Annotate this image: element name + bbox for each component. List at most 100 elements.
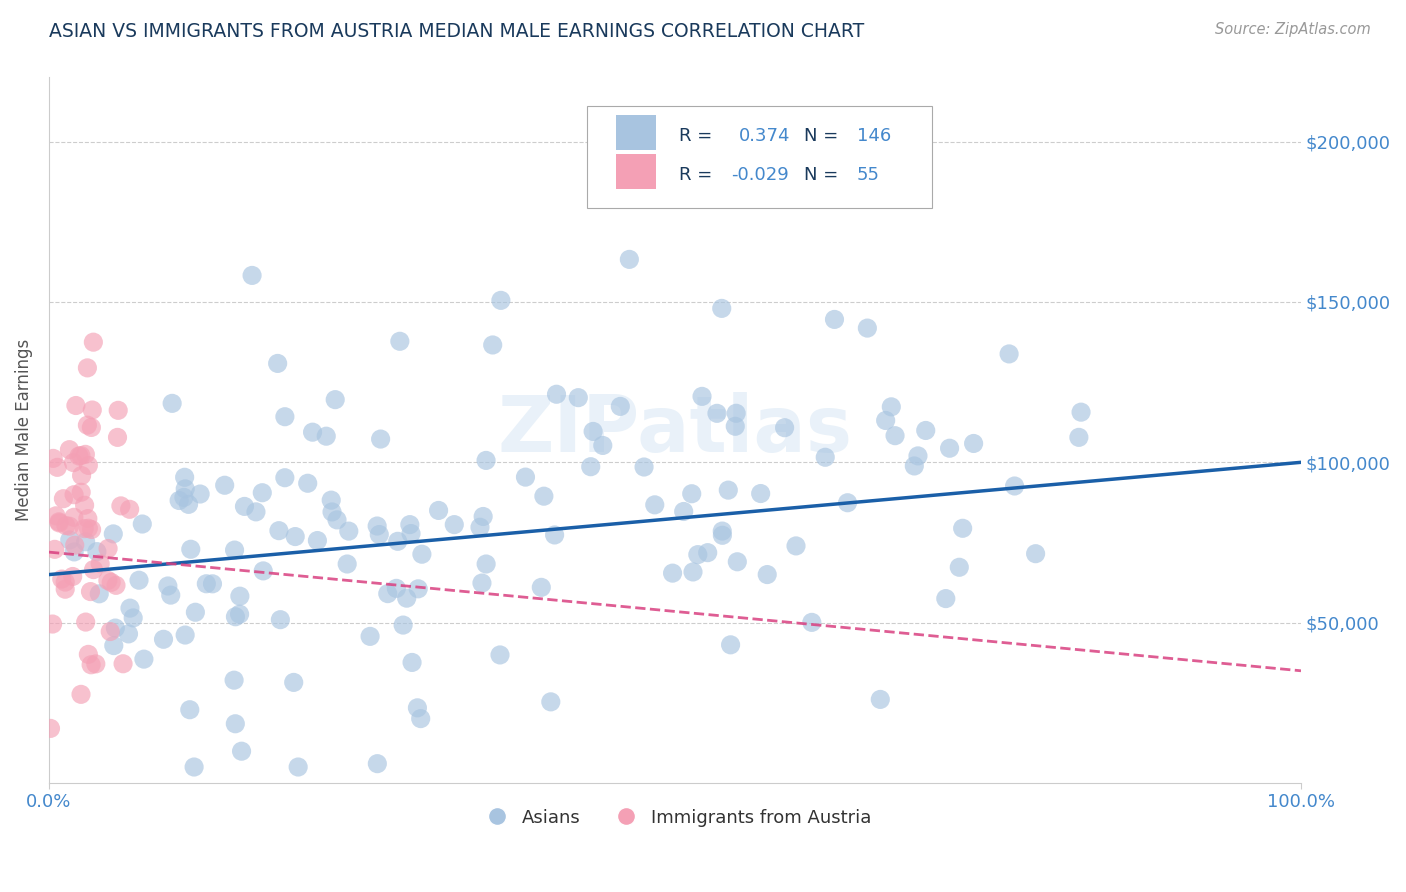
Point: [388, 334, 411, 349]
Point: [717, 483, 740, 497]
Point: [184, 605, 207, 619]
Point: [489, 648, 512, 662]
Point: [63, 538, 86, 552]
Text: R =: R =: [679, 127, 711, 145]
Point: [336, 557, 359, 571]
Point: [399, 526, 422, 541]
Point: [773, 420, 796, 434]
Point: [128, 573, 150, 587]
Point: [70, 468, 93, 483]
Point: [53, 582, 76, 597]
Point: [107, 403, 129, 417]
Point: [690, 389, 713, 403]
Point: [75, 534, 97, 549]
Point: [48, 515, 70, 529]
Point: [370, 432, 392, 446]
Point: [875, 413, 897, 427]
Point: [1067, 430, 1090, 444]
Point: [252, 485, 274, 500]
Point: [73, 498, 96, 512]
Point: [76, 511, 98, 525]
Point: [98, 624, 121, 639]
Point: [174, 628, 197, 642]
Point: [661, 566, 683, 581]
Point: [103, 639, 125, 653]
Point: [67, 449, 90, 463]
Point: [63, 488, 86, 502]
Point: [567, 391, 589, 405]
Point: [70, 449, 93, 463]
Point: [720, 638, 742, 652]
Text: 55: 55: [856, 166, 880, 184]
Point: [323, 392, 346, 407]
Point: [195, 576, 218, 591]
Point: [52, 491, 75, 506]
Point: [104, 578, 127, 592]
Point: [725, 555, 748, 569]
Point: [82, 403, 104, 417]
Point: [1025, 547, 1047, 561]
Point: [80, 657, 103, 672]
Point: [77, 521, 100, 535]
Point: [468, 520, 491, 534]
Point: [80, 420, 103, 434]
Point: [377, 587, 399, 601]
Point: [287, 760, 309, 774]
Point: [856, 321, 879, 335]
Point: [706, 406, 728, 420]
Point: [543, 528, 565, 542]
Point: [214, 478, 236, 492]
Point: [489, 293, 512, 308]
Point: [76, 418, 98, 433]
Point: [173, 470, 195, 484]
Point: [188, 487, 211, 501]
Point: [406, 582, 429, 596]
Point: [644, 498, 666, 512]
Point: [245, 505, 267, 519]
Point: [392, 618, 415, 632]
Point: [998, 347, 1021, 361]
Y-axis label: Median Male Earnings: Median Male Earnings: [15, 339, 32, 521]
Point: [409, 712, 432, 726]
Point: [110, 499, 132, 513]
Point: [267, 524, 290, 538]
Point: [398, 517, 420, 532]
Point: [224, 673, 246, 688]
Point: [814, 450, 837, 465]
Point: [51, 572, 73, 586]
Point: [131, 516, 153, 531]
Point: [269, 613, 291, 627]
Point: [73, 522, 96, 536]
Point: [471, 576, 494, 591]
Point: [385, 582, 408, 596]
Point: [366, 756, 388, 771]
Point: [749, 486, 772, 500]
Point: [183, 760, 205, 774]
Point: [1070, 405, 1092, 419]
Point: [914, 424, 936, 438]
Point: [224, 609, 246, 624]
Point: [321, 493, 343, 508]
Point: [252, 564, 274, 578]
Point: [948, 560, 970, 574]
Point: [672, 504, 695, 518]
Point: [228, 607, 250, 622]
Point: [177, 497, 200, 511]
Point: [515, 470, 537, 484]
Point: [938, 442, 960, 456]
Point: [395, 591, 418, 606]
Point: [711, 528, 734, 542]
Point: [475, 557, 498, 571]
Point: [724, 419, 747, 434]
Point: [592, 438, 614, 452]
Point: [112, 657, 135, 671]
Point: [297, 476, 319, 491]
Point: [89, 557, 111, 571]
Point: [443, 517, 465, 532]
Point: [84, 657, 107, 671]
Point: [387, 534, 409, 549]
Point: [785, 539, 807, 553]
Text: R =: R =: [679, 166, 711, 184]
Point: [53, 575, 76, 590]
Point: [907, 449, 929, 463]
